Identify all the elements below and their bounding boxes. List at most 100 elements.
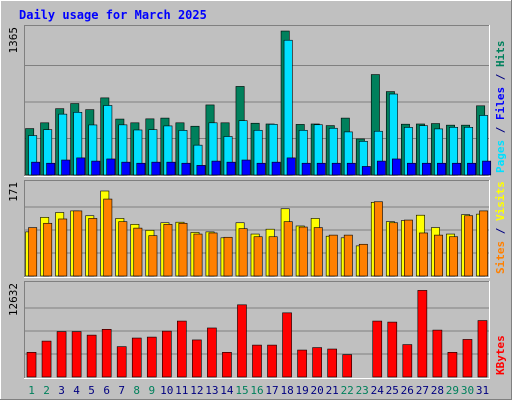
- bar-hits-files-day-18: [283, 39, 293, 176]
- day-label-17: 17: [265, 384, 278, 397]
- bar-hits-pages-day-16: [256, 162, 266, 176]
- bar-hits-pages-day-5: [91, 160, 101, 176]
- bar-hits-pages-day-10: [166, 161, 176, 176]
- bar-kbytes-kbytes-day-31: [477, 320, 488, 378]
- bar-visits-sites-day-17: [268, 236, 278, 277]
- bar-visits-sites-day-23: [358, 243, 368, 277]
- bar-visits-sites-day-15: [238, 228, 248, 277]
- day-label-25: 25: [386, 384, 399, 397]
- bar-hits-pages-day-28: [437, 162, 446, 176]
- day-label-16: 16: [250, 384, 263, 397]
- bar-kbytes-kbytes-day-8: [131, 337, 142, 378]
- day-label-23: 23: [356, 384, 369, 397]
- day-label-27: 27: [416, 384, 429, 397]
- day-label-30: 30: [461, 384, 474, 397]
- bar-kbytes-kbytes-day-21: [327, 348, 337, 378]
- day-label-5: 5: [88, 384, 95, 397]
- bar-visits-sites-day-28: [434, 234, 443, 277]
- bar-kbytes-kbytes-day-3: [56, 331, 67, 378]
- bar-visits-sites-day-21: [328, 234, 338, 277]
- bar-hits-pages-day-20: [316, 162, 326, 176]
- bar-kbytes-kbytes-day-27: [417, 290, 428, 378]
- bar-hits-pages-day-21: [331, 162, 341, 176]
- legend-entry: Pages: [494, 140, 507, 173]
- legend-entry: Hits: [494, 41, 507, 68]
- bar-hits-pages-day-11: [181, 162, 191, 176]
- panel-hits: 1365 Pages / Files / Hits: [7, 25, 507, 177]
- bar-visits-sites-day-6: [103, 198, 113, 277]
- bar-hits-pages-day-2: [46, 162, 56, 176]
- bar-kbytes-kbytes-day-13: [207, 327, 217, 378]
- day-label-10: 10: [160, 384, 173, 397]
- day-label-28: 28: [431, 384, 444, 397]
- day-label-26: 26: [401, 384, 414, 397]
- bar-hits-pages-day-12: [196, 165, 206, 176]
- bar-hits-pages-day-6: [106, 158, 116, 176]
- day-axis-labels: 1 2 3 4 5 6 7 8 9 10 11 12 13 14 15 16 17 18 19 20 21 22 23 24 2…: [28, 384, 489, 397]
- bar-kbytes-kbytes-day-6: [101, 328, 112, 378]
- day-label-3: 3: [58, 384, 65, 397]
- bar-hits-pages-day-31: [482, 160, 492, 176]
- bar-visits-sites-day-4: [73, 210, 83, 277]
- day-label-6: 6: [103, 384, 110, 397]
- bar-visits-sites-day-24: [373, 201, 383, 277]
- bar-hits-pages-day-30: [467, 162, 477, 176]
- day-label-4: 4: [73, 384, 80, 397]
- panel-visits-legend: Sites / Visits: [494, 181, 507, 274]
- legend-entry: Files: [494, 87, 507, 120]
- legend-entry: /: [494, 221, 507, 241]
- bar-hits-pages-day-1: [31, 161, 41, 176]
- bar-hits-pages-day-7: [121, 161, 131, 176]
- panel-visits: 171 Sites / Visits: [7, 180, 507, 278]
- bar-kbytes-kbytes-day-2: [41, 340, 52, 378]
- bar-kbytes-kbytes-day-25: [387, 321, 398, 378]
- bar-visits-sites-day-26: [404, 219, 413, 277]
- bar-visits-sites-day-9: [148, 235, 158, 277]
- day-label-12: 12: [190, 384, 203, 397]
- bar-visits-sites-day-29: [449, 236, 458, 277]
- bar-kbytes-kbytes-day-29: [447, 352, 458, 378]
- chart-title: Daily usage for March 2025: [19, 8, 207, 22]
- bar-kbytes-kbytes-day-28: [432, 329, 443, 378]
- day-label-2: 2: [43, 384, 50, 397]
- bar-hits-pages-day-9: [151, 161, 161, 176]
- bar-kbytes-kbytes-day-10: [161, 330, 172, 378]
- bar-visits-sites-day-27: [419, 232, 428, 277]
- bar-visits-sites-day-10: [163, 224, 173, 277]
- bar-kbytes-kbytes-day-22: [342, 354, 353, 378]
- bar-kbytes-kbytes-day-16: [252, 344, 262, 378]
- bar-hits-pages-day-8: [136, 162, 146, 176]
- bar-hits-pages-day-27: [422, 162, 431, 176]
- panel-kbytes-ymax-label: 12632: [7, 283, 20, 316]
- bar-kbytes-kbytes-day-17: [267, 344, 277, 378]
- bar-visits-sites-day-13: [208, 232, 218, 277]
- day-label-11: 11: [175, 384, 188, 397]
- chart-panels: 1365 Pages / Files / Hits 171 Sites / Visit…: [7, 25, 507, 379]
- bar-hits-pages-day-23: [361, 166, 371, 176]
- bar-hits-pages-day-17: [271, 161, 281, 176]
- bar-visits-sites-day-30: [464, 215, 474, 277]
- bar-kbytes-kbytes-day-19: [297, 349, 307, 378]
- bar-visits-sites-day-16: [253, 236, 263, 277]
- day-label-20: 20: [310, 384, 323, 397]
- bar-visits-sites-day-31: [479, 210, 489, 277]
- bar-visits-sites-day-25: [388, 222, 398, 277]
- bar-visits-sites-day-18: [283, 221, 293, 277]
- day-label-14: 14: [220, 384, 234, 397]
- bar-kbytes-kbytes-day-7: [116, 346, 127, 378]
- panel-hits-ymax-label: 1365: [7, 27, 20, 54]
- bar-kbytes-kbytes-day-26: [402, 344, 413, 378]
- bar-hits-pages-day-15: [241, 159, 251, 176]
- bar-kbytes-kbytes-day-30: [462, 339, 473, 378]
- bar-kbytes-kbytes-day-20: [312, 347, 322, 378]
- day-label-24: 24: [371, 384, 385, 397]
- bar-hits-pages-day-26: [407, 162, 416, 176]
- legend-entry: Sites: [494, 241, 507, 274]
- day-label-22: 22: [341, 384, 354, 397]
- bar-kbytes-kbytes-day-18: [282, 312, 292, 378]
- panel-kbytes-legend: KBytes: [494, 335, 507, 375]
- day-label-15: 15: [235, 384, 248, 397]
- bar-hits-pages-day-18: [286, 157, 296, 176]
- day-label-7: 7: [118, 384, 125, 397]
